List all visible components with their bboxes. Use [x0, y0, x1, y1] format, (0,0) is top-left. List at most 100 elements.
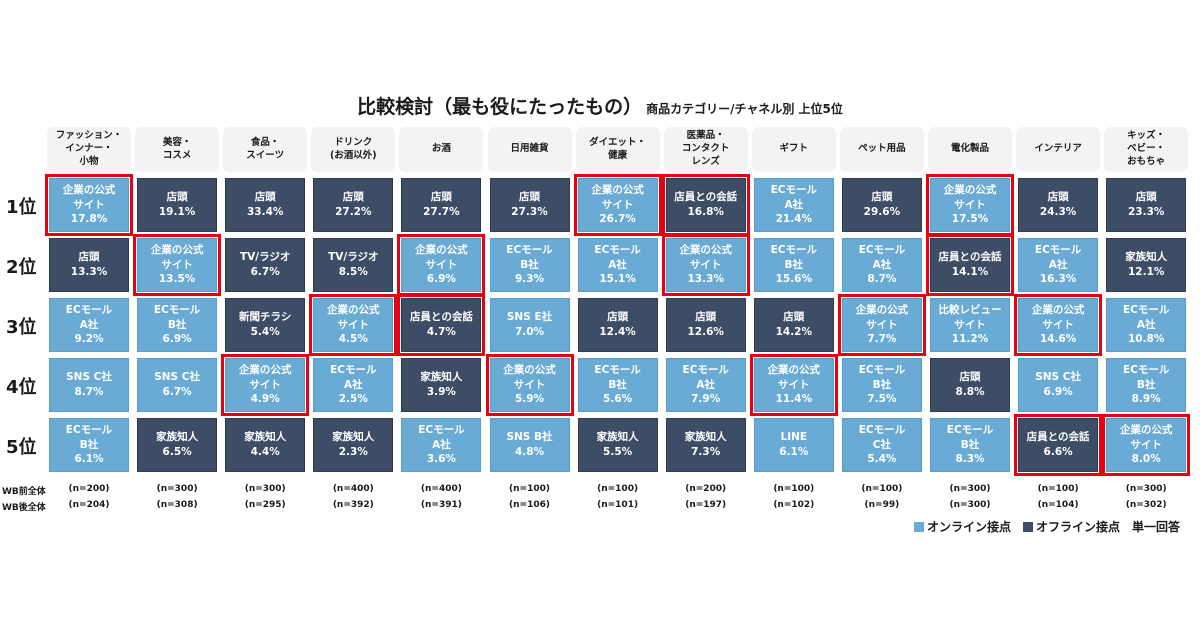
rank-cell: 店頭 12.6% [665, 298, 746, 352]
cell-label: 比較レビュー サイト [938, 303, 1002, 331]
cell-value: 5.4% [867, 453, 897, 466]
category-header: ドリンク (お酒以外) [311, 127, 396, 172]
rank-cell: ECモール A社 2.5% [313, 358, 394, 412]
cell-value: 14.6% [1039, 333, 1077, 346]
cell-value: 19.1% [158, 206, 196, 218]
rank-cell: ECモール A社 16.3% [1018, 238, 1099, 292]
cell-value: 7.7% [867, 333, 897, 346]
cell-label: 店員との会話 [674, 191, 738, 204]
cell-value: 6.9% [426, 273, 456, 286]
category-header: ペット用品 [839, 127, 924, 172]
cell-value: 6.9% [162, 333, 192, 346]
cell-label: 店頭 [342, 191, 364, 204]
rank-cell: ECモール A社 9.2% [49, 298, 129, 352]
rank-cell: ECモール A社 10.8% [1106, 298, 1187, 352]
cell-value: 2.5% [338, 393, 368, 406]
category-header: キッズ・ ベビー・ おもちゃ [1104, 127, 1189, 172]
n-before: (n=400) [332, 484, 374, 494]
cell-label: 企業の公式 サイト [855, 303, 909, 331]
n-before: (n=300) [1125, 484, 1167, 494]
rank-cell: 家族知人 4.4% [225, 418, 306, 472]
category-header: ギフト [751, 127, 836, 172]
n-label-before: WB前全体 [2, 487, 46, 497]
cell-value: 17.5% [951, 213, 989, 226]
cell-value: 9.3% [514, 273, 545, 286]
rank-cell: 家族知人 6.5% [137, 418, 218, 472]
cell-value: 7.5% [867, 393, 897, 406]
cell-label: ECモール B社 [1122, 363, 1170, 391]
cell-value: 14.1% [951, 266, 989, 278]
rank-cell: 企業の公式 サイト 17.5% [926, 174, 1014, 236]
cell-label: 企業の公式 サイト [327, 303, 380, 331]
n-after: (n=104) [1037, 500, 1079, 510]
offline-swatch-icon [1022, 522, 1033, 532]
rank-label: 1位 [6, 197, 37, 218]
rank-cell: 家族知人 12.1% [1106, 238, 1187, 292]
n-before: (n=300) [156, 484, 198, 494]
cell-label: ECモール A社 [1034, 243, 1082, 271]
cell-label: 店頭 [430, 191, 452, 204]
rank-cell: TV/ラジオ 6.7% [225, 238, 306, 292]
cell-label: 店頭 [607, 311, 629, 324]
cell-value: 4.5% [338, 333, 368, 346]
cell-value: 27.2% [335, 206, 372, 218]
rank-cell: 企業の公式 サイト 4.9% [221, 354, 310, 416]
cell-label: 家族知人 [244, 431, 287, 444]
cell-label: 家族知人 [156, 431, 199, 444]
cell-value: 8.7% [74, 386, 104, 398]
cell-label: 家族知人 [420, 371, 463, 384]
rank-cell: 企業の公式 サイト 13.3% [661, 234, 750, 296]
cell-value: 6.1% [74, 453, 104, 466]
cell-label: ECモール A社 [330, 363, 377, 391]
n-after: (n=392) [332, 500, 374, 510]
cell-value: 6.7% [162, 386, 192, 398]
category-header: インテリア [1016, 127, 1101, 172]
cell-label: LINE [780, 431, 808, 444]
cell-value: 5.4% [250, 326, 280, 338]
n-after: (n=99) [864, 500, 900, 510]
rank-cell: ECモール B社 15.6% [753, 238, 834, 292]
cell-label: ECモール B社 [946, 423, 994, 451]
cell-label: ECモール B社 [594, 363, 641, 391]
rank-cell: SNS C社 6.9% [1018, 358, 1099, 412]
category-header: 美容・ コスメ [135, 127, 220, 172]
rank-cell: ECモール B社 6.1% [49, 418, 129, 472]
cell-value: 6.6% [1043, 446, 1073, 458]
cell-label: 家族知人 [332, 431, 375, 444]
n-after: (n=391) [420, 500, 462, 510]
cell-label: ECモール A社 [682, 363, 729, 391]
rank-label: 4位 [6, 377, 37, 398]
cell-label: ECモール A社 [858, 243, 906, 271]
cell-value: 13.3% [687, 273, 724, 286]
rank-cell: 家族知人 2.3% [313, 418, 394, 472]
n-after: (n=102) [773, 500, 815, 510]
cell-value: 16.3% [1039, 273, 1077, 286]
rank-cell: 店員との会話 6.6% [1014, 414, 1103, 476]
rank-cell: 店頭 27.3% [489, 178, 570, 232]
rank-cell: 店頭 33.4% [225, 178, 306, 232]
cell-label: 店頭 [519, 191, 540, 204]
cell-value: 15.6% [775, 273, 813, 286]
cell-label: 新聞チラシ [239, 311, 292, 324]
cell-label: 企業の公式 サイト [767, 363, 821, 391]
chart-title: 比較検討（最も役にたったもの） 商品カテゴリー/チャネル別 上位5位 [0, 92, 1200, 119]
cell-label: 企業の公式 サイト [62, 183, 116, 211]
n-before: (n=100) [509, 484, 550, 494]
cell-value: 6.7% [250, 266, 280, 278]
rank-cell: ECモール B社 8.3% [930, 418, 1010, 472]
cell-value: 13.3% [70, 266, 108, 278]
rank-cell: SNS E社 7.0% [489, 298, 570, 352]
rank-cell: 店頭 13.3% [49, 238, 129, 292]
cell-label: 店員との会話 [409, 311, 473, 324]
n-after: (n=308) [156, 500, 198, 510]
cell-label: 店頭 [783, 311, 805, 324]
cell-value: 11.2% [951, 333, 989, 346]
rank-cell: 企業の公式 サイト 11.4% [749, 354, 838, 416]
cell-value: 4.9% [250, 393, 280, 406]
category-header: 食品・ スイーツ [223, 127, 308, 172]
n-after: (n=300) [949, 500, 991, 510]
cell-label: ECモール B社 [770, 243, 817, 271]
cell-value: 7.0% [514, 326, 545, 338]
cell-value: 7.3% [691, 446, 721, 458]
n-before: (n=300) [244, 484, 286, 494]
